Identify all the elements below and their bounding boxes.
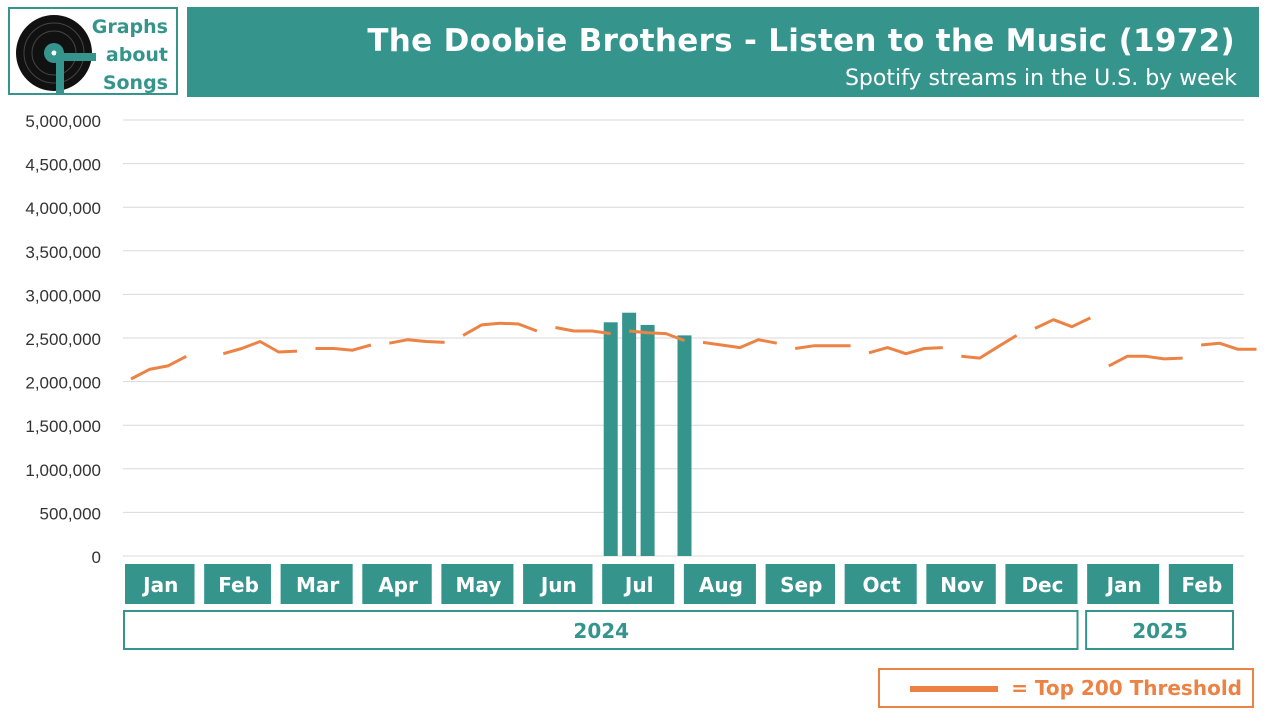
month-label-box <box>844 564 917 604</box>
threshold-line-segment <box>1200 341 1257 351</box>
threshold-line-segment <box>794 344 851 350</box>
year-label-box <box>1085 610 1234 650</box>
month-label-box <box>204 564 271 604</box>
month-label: Jan <box>141 573 178 597</box>
year-label-box <box>123 610 1079 650</box>
month-label-box <box>1168 564 1233 604</box>
logo-line: Graphs <box>91 16 168 38</box>
month-label: Feb <box>1182 573 1223 597</box>
month-label: Sep <box>780 573 822 597</box>
chart-subtitle: Spotify streams in the U.S. by week <box>844 66 1237 91</box>
legend-threshold-label: = Top 200 Threshold <box>1011 676 1242 700</box>
y-tick-label: 1,500,000 <box>25 417 101 436</box>
y-tick-label: 2,500,000 <box>25 330 101 349</box>
month-label: Mar <box>296 573 339 597</box>
year-label: 2024 <box>573 619 629 643</box>
y-tick-label: 4,000,000 <box>25 199 101 218</box>
month-label: Feb <box>218 573 259 597</box>
threshold-line-segment <box>702 338 778 350</box>
month-label-box <box>765 564 836 604</box>
month-label: Apr <box>378 573 418 597</box>
logo-line: Songs <box>102 72 168 94</box>
y-tick-label: 0 <box>92 548 101 567</box>
month-label: May <box>456 573 502 597</box>
month-label: Aug <box>699 573 743 597</box>
y-tick-label: 4,500,000 <box>25 156 101 175</box>
threshold-line-segment <box>315 343 372 352</box>
month-label: Jul <box>623 573 654 597</box>
stream-bar <box>603 322 618 556</box>
chart-title: The Doobie Brothers - Listen to the Musi… <box>367 23 1235 59</box>
y-tick-label: 5,000,000 <box>25 112 101 131</box>
legend-threshold-swatch <box>910 686 998 692</box>
month-label-box <box>1005 564 1078 604</box>
month-label: Nov <box>940 573 984 597</box>
threshold-line-segment <box>555 326 611 336</box>
y-tick-label: 500,000 <box>40 504 101 523</box>
logo: Graphs about Songs <box>8 7 178 95</box>
y-tick-label: 2,000,000 <box>25 374 101 393</box>
threshold-line-segment <box>462 321 538 337</box>
threshold-line-segment <box>130 354 187 381</box>
month-label-box <box>362 564 432 604</box>
legend: = Top 200 Threshold <box>878 668 1254 708</box>
month-label-box <box>280 564 353 604</box>
threshold-line-segment <box>868 346 943 356</box>
logo-line: about <box>105 44 168 66</box>
month-label-box <box>125 564 195 604</box>
stream-bar <box>640 324 655 556</box>
title-bar: The Doobie Brothers - Listen to the Musi… <box>187 7 1259 97</box>
y-tick-label: 1,000,000 <box>25 461 101 480</box>
threshold-line-segment <box>629 329 686 343</box>
month-label-box <box>523 564 593 604</box>
month-label-box <box>1087 564 1160 604</box>
month-label: Oct <box>862 573 901 597</box>
threshold-line-segment <box>961 334 1018 360</box>
vinyl-record-icon <box>16 15 96 93</box>
month-label: Dec <box>1021 573 1063 597</box>
threshold-line-segment <box>1034 316 1092 330</box>
month-label-box <box>441 564 514 604</box>
month-label-box <box>602 564 675 604</box>
month-label: Jun <box>539 573 577 597</box>
logo-text: Graphs about Songs <box>92 13 168 97</box>
year-label: 2025 <box>1132 619 1188 643</box>
y-tick-label: 3,500,000 <box>25 243 101 262</box>
stream-bar <box>677 335 692 556</box>
month-label: Jan <box>1105 573 1142 597</box>
y-tick-label: 3,000,000 <box>25 286 101 305</box>
threshold-line-segment <box>389 338 445 345</box>
stream-bar <box>622 312 637 556</box>
threshold-line-segment <box>1108 354 1183 368</box>
month-label-box <box>926 564 996 604</box>
threshold-line-segment <box>222 340 298 356</box>
month-label-box <box>683 564 756 604</box>
